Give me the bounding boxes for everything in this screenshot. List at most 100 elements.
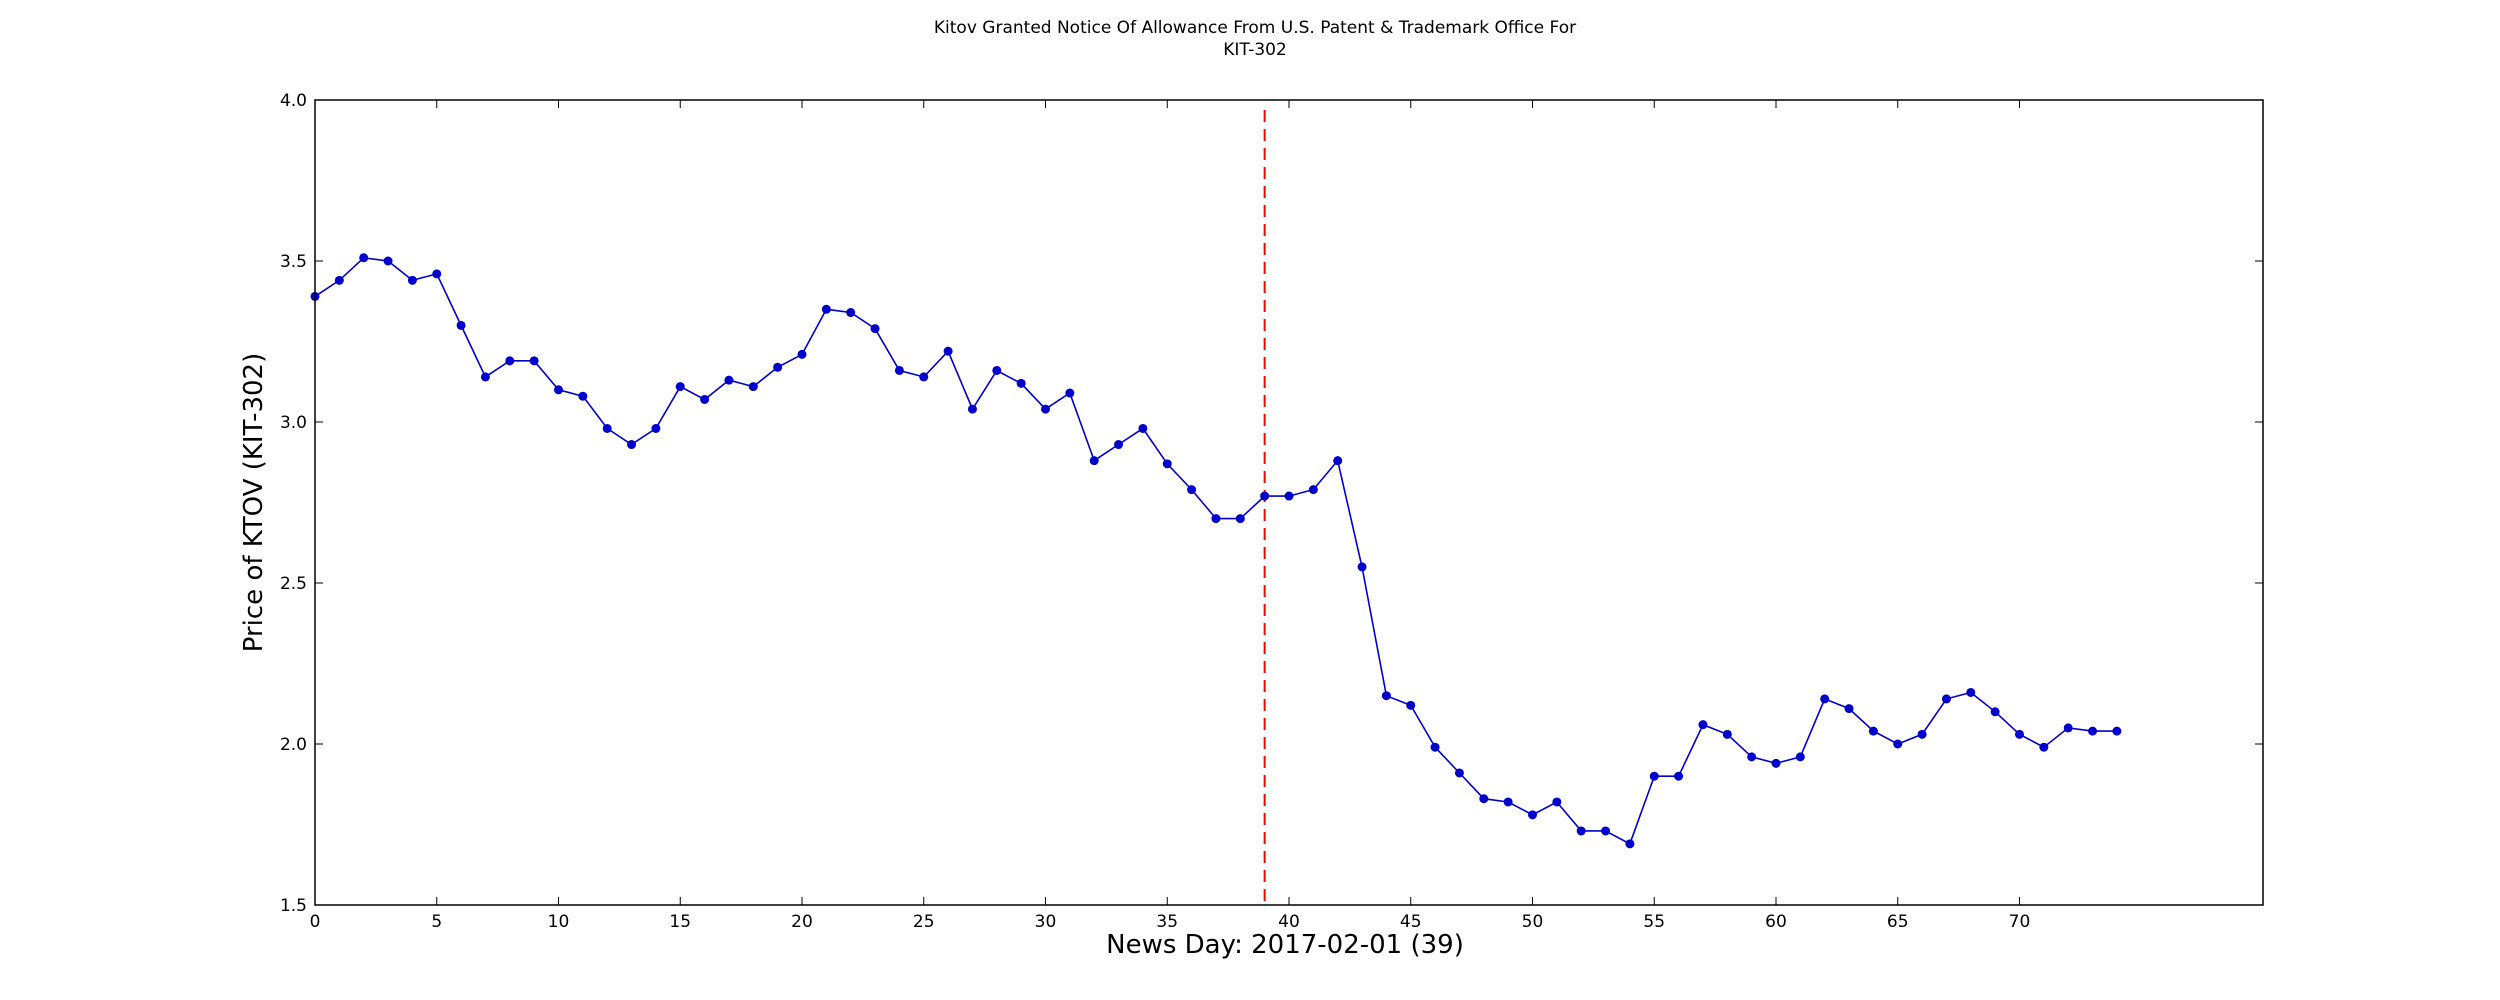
x-axis-label: News Day: 2017-02-01 (39) <box>1106 930 1464 960</box>
x-tick-label: 65 <box>1887 912 1909 932</box>
data-point <box>1503 797 1513 807</box>
data-point <box>1528 810 1537 820</box>
data-point <box>1552 797 1562 807</box>
x-tick-label: 20 <box>791 912 813 932</box>
y-tick-label: 4.0 <box>280 91 307 111</box>
data-point <box>675 382 685 392</box>
data-point <box>1625 839 1635 849</box>
x-tick-label: 30 <box>1035 912 1057 932</box>
data-point <box>1771 758 1781 768</box>
x-tick-label: 15 <box>669 912 691 932</box>
data-point <box>1211 514 1221 524</box>
data-point <box>1260 491 1270 501</box>
data-point <box>1138 423 1148 433</box>
data-point <box>602 423 612 433</box>
data-point <box>967 404 977 414</box>
data-point <box>334 275 344 285</box>
data-point <box>456 320 466 330</box>
data-point <box>651 423 661 433</box>
data-point <box>2039 742 2049 752</box>
data-point <box>578 391 588 401</box>
data-point <box>1868 726 1878 736</box>
data-point <box>1601 826 1611 836</box>
data-point <box>1235 514 1245 524</box>
data-point <box>724 375 734 385</box>
y-tick-label: 3.5 <box>280 252 307 272</box>
y-tick-label: 2.5 <box>280 574 307 594</box>
data-point <box>846 308 856 318</box>
data-point <box>505 356 515 366</box>
x-tick-label: 10 <box>548 912 570 932</box>
data-point <box>1795 752 1805 762</box>
data-point <box>1454 768 1464 778</box>
data-point <box>870 324 880 334</box>
x-tick-label: 50 <box>1522 912 1544 932</box>
data-point <box>529 356 539 366</box>
data-point <box>1479 794 1489 804</box>
y-tick-label: 3.0 <box>280 413 307 433</box>
data-point <box>1941 694 1951 704</box>
data-point <box>2112 726 2122 736</box>
data-point <box>1844 704 1854 714</box>
price-series <box>310 253 2122 849</box>
data-point <box>748 382 758 392</box>
chart-title: Kitov Granted Notice Of Allowance From U… <box>934 18 1576 60</box>
data-point <box>1114 440 1124 450</box>
data-point <box>1649 771 1659 781</box>
data-point <box>992 365 1002 375</box>
data-point <box>554 385 563 395</box>
data-point <box>2088 726 2098 736</box>
data-point <box>1333 456 1343 466</box>
chart-title-line-2: KIT-302 <box>1223 40 1287 60</box>
data-point <box>1430 742 1440 752</box>
data-point <box>797 349 807 359</box>
data-point <box>432 269 442 279</box>
data-point <box>480 372 490 382</box>
data-point <box>1381 691 1391 701</box>
x-tick-label: 35 <box>1156 912 1178 932</box>
axis-ticks: 0 5 10 15 20 25 30 35 40 45 50 55 60 65 70 1.5 2.0 2.5 3.0… <box>280 91 2263 932</box>
data-point <box>1041 404 1050 414</box>
x-tick-label: 5 <box>431 912 442 932</box>
data-point <box>1162 459 1172 469</box>
data-point <box>1747 752 1757 762</box>
data-point <box>1065 388 1075 398</box>
data-point <box>1698 720 1708 730</box>
y-tick-label: 1.5 <box>280 896 307 916</box>
data-point <box>1674 771 1684 781</box>
data-point <box>1576 826 1586 836</box>
x-tick-label: 25 <box>913 912 935 932</box>
x-tick-label: 70 <box>2009 912 2031 932</box>
data-point <box>821 304 831 314</box>
data-point <box>1722 729 1732 739</box>
x-tick-label: 40 <box>1278 912 1300 932</box>
data-point <box>407 275 417 285</box>
data-point <box>1820 694 1830 704</box>
data-point <box>1917 729 1927 739</box>
data-point <box>1966 687 1976 697</box>
data-point <box>359 253 369 263</box>
y-tick-label: 2.0 <box>280 735 307 755</box>
x-tick-label: 45 <box>1400 912 1422 932</box>
data-point <box>1089 456 1099 466</box>
series-line <box>314 256 2117 845</box>
data-point <box>1406 700 1416 710</box>
data-point <box>1187 485 1197 495</box>
x-tick-label: 60 <box>1765 912 1787 932</box>
data-point <box>1893 739 1903 749</box>
data-point <box>383 256 393 266</box>
data-point <box>2015 729 2024 739</box>
x-tick-label: 0 <box>310 912 321 932</box>
data-point <box>1016 378 1026 388</box>
chart-title-line-1: Kitov Granted Notice Of Allowance From U… <box>934 18 1576 38</box>
data-point <box>700 394 710 404</box>
data-point <box>943 346 953 356</box>
plot-frame <box>314 99 2264 906</box>
data-point <box>894 365 904 375</box>
data-point <box>1308 485 1318 495</box>
data-point <box>2063 723 2073 733</box>
data-point <box>1990 707 2000 717</box>
data-point <box>1357 562 1367 572</box>
data-point <box>627 440 637 450</box>
